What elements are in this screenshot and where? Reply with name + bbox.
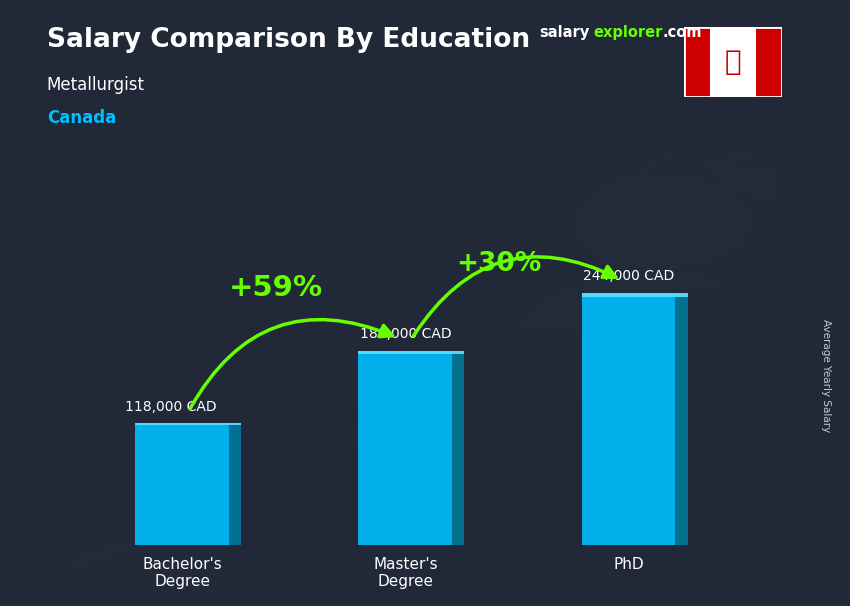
Ellipse shape: [431, 206, 694, 331]
Ellipse shape: [37, 539, 302, 606]
Ellipse shape: [509, 90, 690, 176]
Text: Canada: Canada: [47, 109, 116, 127]
Text: Salary Comparison By Education: Salary Comparison By Education: [47, 27, 530, 53]
Ellipse shape: [49, 289, 171, 347]
Ellipse shape: [686, 445, 765, 483]
Bar: [135, 423, 241, 425]
Bar: [359, 351, 452, 545]
Bar: [581, 293, 688, 297]
Bar: [135, 423, 229, 545]
Ellipse shape: [702, 107, 816, 161]
Bar: [452, 351, 464, 545]
Text: +30%: +30%: [456, 251, 541, 276]
Ellipse shape: [615, 339, 753, 404]
Bar: [675, 293, 688, 545]
Ellipse shape: [233, 310, 533, 453]
Text: 244,000 CAD: 244,000 CAD: [583, 269, 674, 283]
Ellipse shape: [547, 173, 753, 270]
Ellipse shape: [575, 162, 832, 284]
Bar: [684, 27, 711, 97]
Text: Metallurgist: Metallurgist: [47, 76, 144, 94]
Bar: [359, 351, 464, 354]
Text: +59%: +59%: [229, 275, 323, 302]
Text: .com: .com: [663, 25, 702, 41]
Text: 188,000 CAD: 188,000 CAD: [360, 327, 451, 341]
Text: salary: salary: [540, 25, 590, 41]
Ellipse shape: [0, 313, 86, 370]
Text: 🍁: 🍁: [725, 48, 741, 76]
Bar: [581, 293, 675, 545]
Text: explorer: explorer: [593, 25, 663, 41]
Text: 118,000 CAD: 118,000 CAD: [125, 400, 217, 414]
Bar: [229, 423, 241, 545]
Ellipse shape: [185, 338, 369, 425]
Ellipse shape: [5, 157, 190, 245]
Ellipse shape: [697, 82, 850, 207]
Ellipse shape: [636, 147, 779, 216]
Bar: [756, 27, 782, 97]
Text: Average Yearly Salary: Average Yearly Salary: [821, 319, 831, 432]
Ellipse shape: [517, 273, 799, 407]
Ellipse shape: [0, 456, 156, 569]
